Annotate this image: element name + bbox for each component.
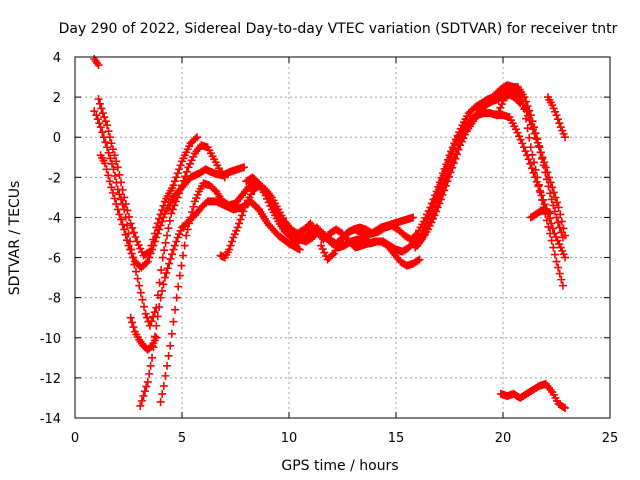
y-tick-label: -6: [48, 252, 61, 267]
series-arc15: [526, 205, 555, 222]
chart-title: Day 290 of 2022, Sidereal Day-to-day VTE…: [59, 21, 618, 37]
y-axis-ticks: -14 -12 -10 -8 -6 -4 -2 0 2 4: [40, 51, 610, 427]
data-points: [543, 93, 570, 142]
y-tick-label: -8: [48, 292, 61, 307]
plot-frame: [74, 56, 611, 419]
data-points: [526, 205, 555, 222]
x-tick-label: 25: [602, 431, 619, 446]
series-arc16: [543, 93, 570, 142]
x-axis-ticks: 0 5 10 15 20 25: [71, 57, 618, 446]
x-tick-label: 20: [495, 431, 512, 446]
series-arc11: [409, 109, 570, 262]
data-points: [90, 55, 103, 70]
data-points: [413, 81, 570, 250]
x-tick-label: 5: [178, 431, 186, 446]
x-axis-label: GPS time / hours: [281, 458, 398, 474]
series-arc4: [96, 151, 249, 272]
x-tick-label: 15: [388, 431, 405, 446]
series-arc1: [90, 55, 103, 70]
series-arc9: [242, 173, 418, 248]
data-points: [242, 173, 418, 248]
data-points: [96, 151, 249, 272]
y-tick-label: 2: [53, 91, 61, 106]
data-points: [494, 87, 567, 290]
y-tick-label: 4: [53, 51, 61, 66]
y-tick-label: -10: [40, 332, 61, 347]
series-arc17: [496, 379, 570, 412]
data-points: [496, 379, 570, 412]
series-arc13: [413, 81, 570, 250]
y-tick-label: -14: [40, 412, 61, 427]
y-tick-label: 0: [53, 131, 61, 146]
series-arc14: [494, 87, 567, 290]
y-tick-label: -2: [48, 171, 61, 186]
data-points: [409, 109, 570, 262]
x-tick-label: 0: [71, 431, 79, 446]
y-tick-label: -4: [48, 211, 61, 226]
x-tick-label: 10: [281, 431, 298, 446]
y-axis-label: SDTVAR / TECUs: [7, 181, 23, 296]
y-tick-label: -12: [40, 372, 61, 387]
data-series: [90, 55, 570, 412]
